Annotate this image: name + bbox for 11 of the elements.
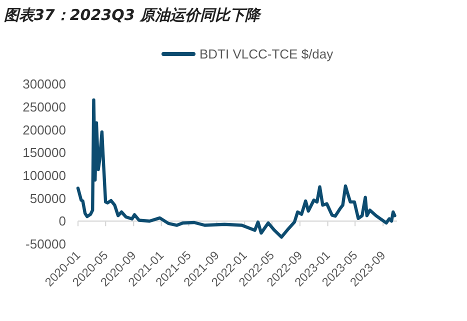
y-tick-label: 250000 bbox=[22, 99, 66, 114]
y-tick-label: 200000 bbox=[22, 122, 66, 138]
y-tick-label: 0 bbox=[58, 214, 66, 229]
line-series bbox=[76, 98, 396, 239]
y-tick-label: 300000 bbox=[22, 76, 66, 92]
y-tick-label: 50000 bbox=[30, 190, 66, 206]
chart-title: 图表37：2023Q3 原油运价同比下降 bbox=[4, 6, 262, 24]
y-tick-label: 150000 bbox=[22, 145, 66, 160]
y-tick-label: 100000 bbox=[22, 168, 66, 183]
y-tick-label: -50000 bbox=[26, 236, 66, 252]
legend-label: BDTI VLCC-TCE $/day bbox=[200, 46, 334, 62]
